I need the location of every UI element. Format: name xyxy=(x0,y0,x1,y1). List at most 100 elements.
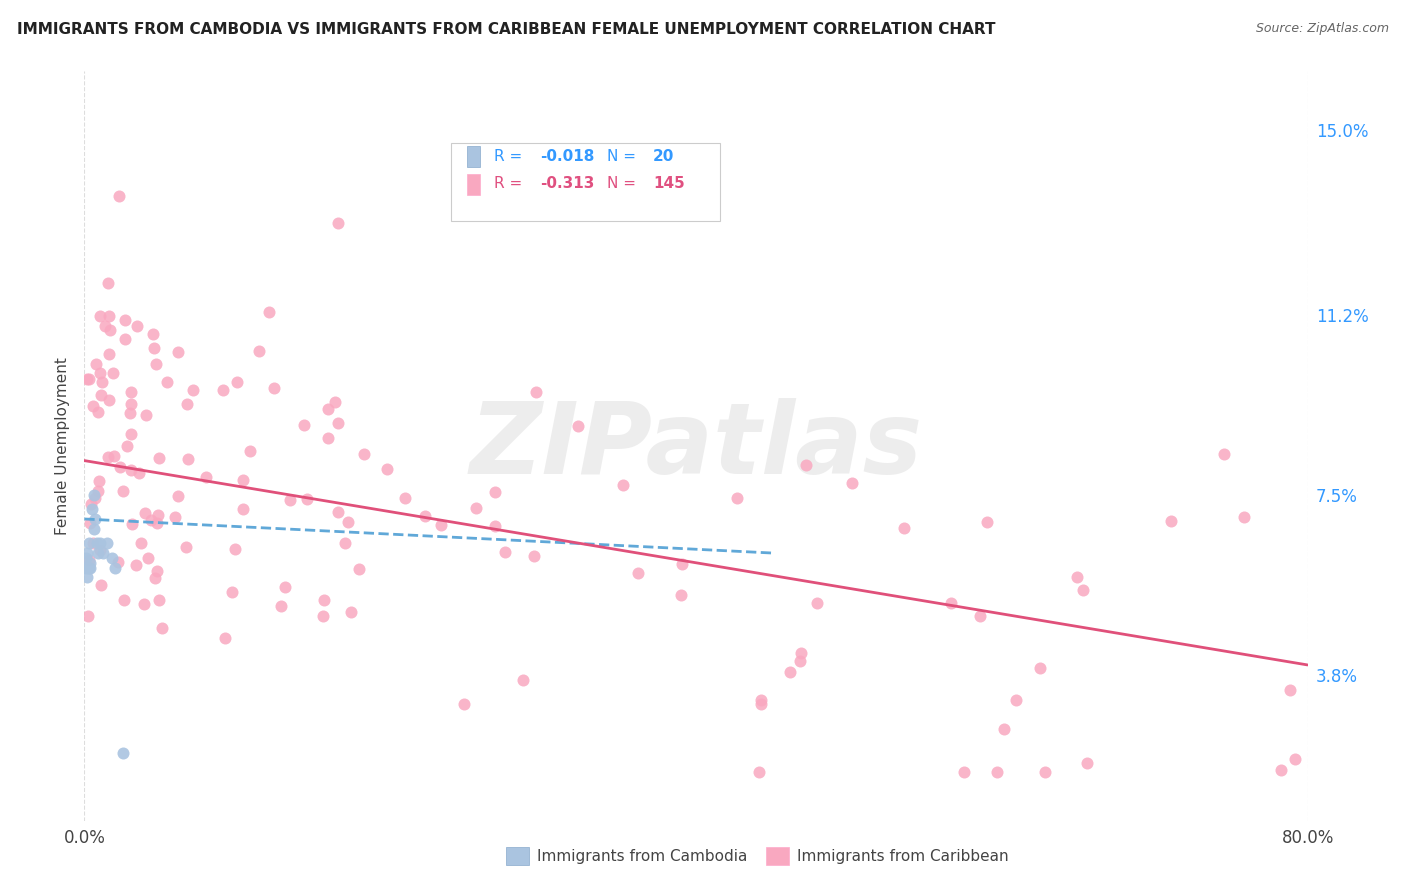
Point xyxy=(347,562,370,576)
Point xyxy=(278,493,301,508)
Point xyxy=(142,326,165,341)
Point xyxy=(1004,693,1026,707)
Point xyxy=(97,309,120,323)
Point xyxy=(669,588,692,602)
Point xyxy=(90,375,112,389)
Point xyxy=(312,608,335,623)
Text: R =: R = xyxy=(494,177,527,191)
Point xyxy=(512,673,534,687)
Point xyxy=(748,764,770,779)
Point xyxy=(1160,514,1182,528)
Point xyxy=(415,509,437,524)
Point xyxy=(1279,683,1302,698)
Point xyxy=(143,571,166,585)
Point xyxy=(77,608,100,623)
Text: -0.313: -0.313 xyxy=(541,177,595,191)
Text: IMMIGRANTS FROM CAMBODIA VS IMMIGRANTS FROM CARIBBEAN FEMALE UNEMPLOYMENT CORREL: IMMIGRANTS FROM CAMBODIA VS IMMIGRANTS F… xyxy=(17,22,995,37)
Point xyxy=(101,550,124,565)
Point xyxy=(494,545,516,559)
Point xyxy=(136,550,159,565)
FancyBboxPatch shape xyxy=(451,143,720,221)
Point xyxy=(87,546,110,560)
Point xyxy=(121,516,143,531)
Point xyxy=(841,475,863,490)
Point xyxy=(83,522,105,536)
Point xyxy=(97,347,120,361)
Point xyxy=(790,646,813,660)
Point xyxy=(148,593,170,607)
Point xyxy=(263,381,285,395)
Point xyxy=(96,536,118,550)
Point xyxy=(79,552,101,566)
Point xyxy=(108,460,131,475)
Text: N =: N = xyxy=(606,177,641,191)
Point xyxy=(326,216,349,230)
Point xyxy=(120,397,142,411)
Point xyxy=(626,566,648,580)
Point xyxy=(986,764,1008,779)
Point xyxy=(135,408,157,422)
Point xyxy=(323,395,346,409)
Point xyxy=(181,384,204,398)
Point xyxy=(94,319,117,334)
Point xyxy=(82,399,104,413)
Point xyxy=(167,344,190,359)
Point xyxy=(120,463,142,477)
Point xyxy=(120,406,142,420)
Point xyxy=(1270,763,1292,777)
Point xyxy=(79,516,101,531)
Point xyxy=(195,470,218,484)
Point xyxy=(132,597,155,611)
Point xyxy=(76,570,98,584)
Point xyxy=(174,541,197,555)
Point xyxy=(484,518,506,533)
Point xyxy=(84,512,107,526)
Point xyxy=(146,564,169,578)
Point xyxy=(270,599,292,614)
Point xyxy=(353,447,375,461)
Point xyxy=(98,324,121,338)
Point xyxy=(523,549,546,564)
Point xyxy=(108,189,131,203)
Text: Immigrants from Caribbean: Immigrants from Caribbean xyxy=(797,849,1010,863)
Point xyxy=(524,385,547,400)
Point xyxy=(86,536,108,550)
Point xyxy=(394,491,416,505)
Point xyxy=(128,467,150,481)
Point xyxy=(612,478,634,492)
Point xyxy=(1233,509,1256,524)
Point xyxy=(89,366,111,380)
Point xyxy=(87,474,110,488)
Text: Immigrants from Cambodia: Immigrants from Cambodia xyxy=(537,849,748,863)
Point xyxy=(89,309,111,323)
Point xyxy=(326,416,349,430)
Point xyxy=(80,502,103,516)
Point xyxy=(82,536,104,550)
Point xyxy=(89,536,111,550)
Point xyxy=(77,536,100,550)
Point xyxy=(90,388,112,402)
Point xyxy=(120,385,142,400)
Point xyxy=(165,510,187,524)
Point xyxy=(86,358,108,372)
Point xyxy=(789,655,811,669)
Point xyxy=(333,536,356,550)
Point xyxy=(212,384,235,398)
Point xyxy=(90,578,112,592)
Point xyxy=(97,450,120,465)
Point xyxy=(97,276,120,290)
Point xyxy=(79,560,101,574)
Point xyxy=(166,489,188,503)
Point xyxy=(148,451,170,466)
Point xyxy=(114,332,136,346)
Text: Source: ZipAtlas.com: Source: ZipAtlas.com xyxy=(1256,22,1389,36)
Point xyxy=(77,560,100,574)
Point xyxy=(375,462,398,476)
Text: 145: 145 xyxy=(654,177,685,191)
Point xyxy=(107,555,129,569)
Point xyxy=(120,427,142,442)
Point xyxy=(103,367,125,381)
Point xyxy=(103,449,125,463)
Point xyxy=(953,764,976,779)
Point xyxy=(429,517,451,532)
